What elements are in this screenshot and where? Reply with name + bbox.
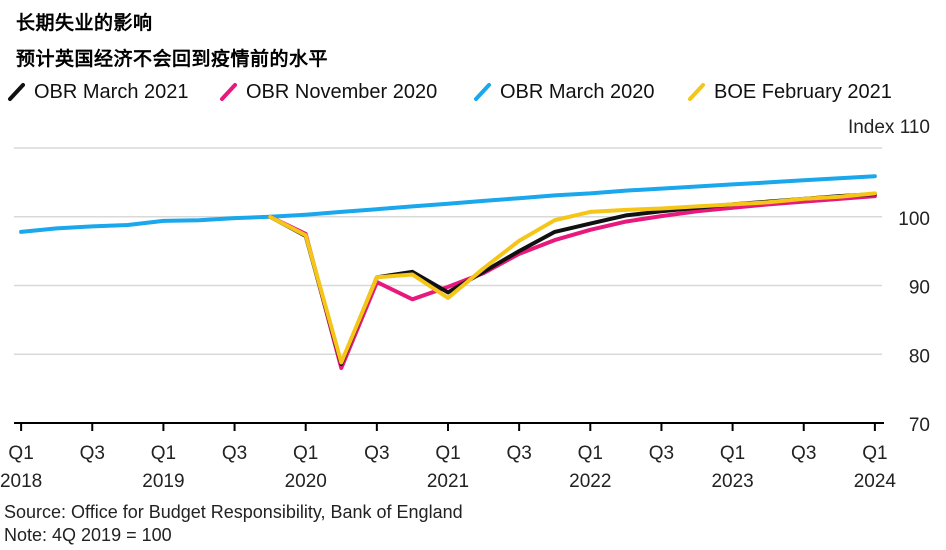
y-tick-label: 90 <box>909 278 930 299</box>
chart-subtitle: 预计英国经济不会回到疫情前的水平 <box>16 48 329 70</box>
legend-item: OBR March 2021 <box>8 81 189 103</box>
legend-item: OBR November 2020 <box>220 81 437 103</box>
x-tick-label: Q1 <box>8 443 33 464</box>
line-chart: OBR March 2021 OBR November 2020 OBR March… <box>0 81 930 492</box>
index-note: Note: 4Q 2019 = 100 <box>4 525 172 545</box>
x-tick-year-label: 2021 <box>427 471 469 492</box>
x-tick-label: Q1 <box>862 443 887 464</box>
x-tick-year-label: 2024 <box>854 471 897 492</box>
legend-label: OBR November 2020 <box>246 81 437 103</box>
legend-swatch <box>8 83 25 101</box>
x-tick-label: Q3 <box>222 443 247 464</box>
source-note: Source: Office for Budget Responsibility… <box>4 502 463 522</box>
x-tick-year-label: 2023 <box>711 471 753 492</box>
x-tick-label: Q1 <box>435 443 460 464</box>
series-lines <box>19 174 877 370</box>
x-tick-year-label: 2019 <box>142 471 184 492</box>
chart-title: 长期失业的影响 <box>16 12 153 34</box>
legend-label: BOE February 2021 <box>714 81 892 103</box>
x-tick-year-label: 2020 <box>285 471 327 492</box>
y-tick-label: 100 <box>898 209 930 230</box>
x-tick-label: Q3 <box>649 443 674 464</box>
legend-item: BOE February 2021 <box>688 81 892 103</box>
legend-label: OBR March 2021 <box>34 81 189 103</box>
legend-swatch <box>688 83 705 101</box>
series-line-obr-november-2020 <box>268 194 877 370</box>
x-tick-year-label: 2022 <box>569 471 611 492</box>
x-tick-year-label: 2018 <box>0 471 42 492</box>
x-axis: Q1 2018 Q3 Q1 2019 Q3 Q1 2020 Q3 Q1 2021 Q3 Q1 2022 Q3… <box>0 422 897 492</box>
legend-label: OBR March 2020 <box>500 81 655 103</box>
legend-swatch <box>220 83 237 101</box>
x-tick-label: Q3 <box>506 443 531 464</box>
y-unit-label: Index 110 <box>848 117 930 138</box>
y-tick-label: 70 <box>909 415 930 436</box>
x-tick-label: Q1 <box>293 443 318 464</box>
series-line-obr-march-2020 <box>19 174 877 234</box>
x-tick-label: Q3 <box>364 443 389 464</box>
series-line-obr-march-2021 <box>268 192 877 366</box>
legend-item: OBR March 2020 <box>474 81 655 103</box>
x-tick-label: Q1 <box>720 443 745 464</box>
legend: OBR March 2021 OBR November 2020 OBR March… <box>8 81 892 103</box>
series-line-boe-february-2021 <box>268 191 877 365</box>
x-tick-label: Q3 <box>80 443 105 464</box>
x-tick-label: Q1 <box>578 443 603 464</box>
y-axis: Index 110 100 90 80 70 <box>848 117 930 436</box>
x-tick-label: Q3 <box>791 443 816 464</box>
x-tick-label: Q1 <box>151 443 176 464</box>
legend-swatch <box>474 83 491 101</box>
y-tick-label: 80 <box>909 346 930 367</box>
